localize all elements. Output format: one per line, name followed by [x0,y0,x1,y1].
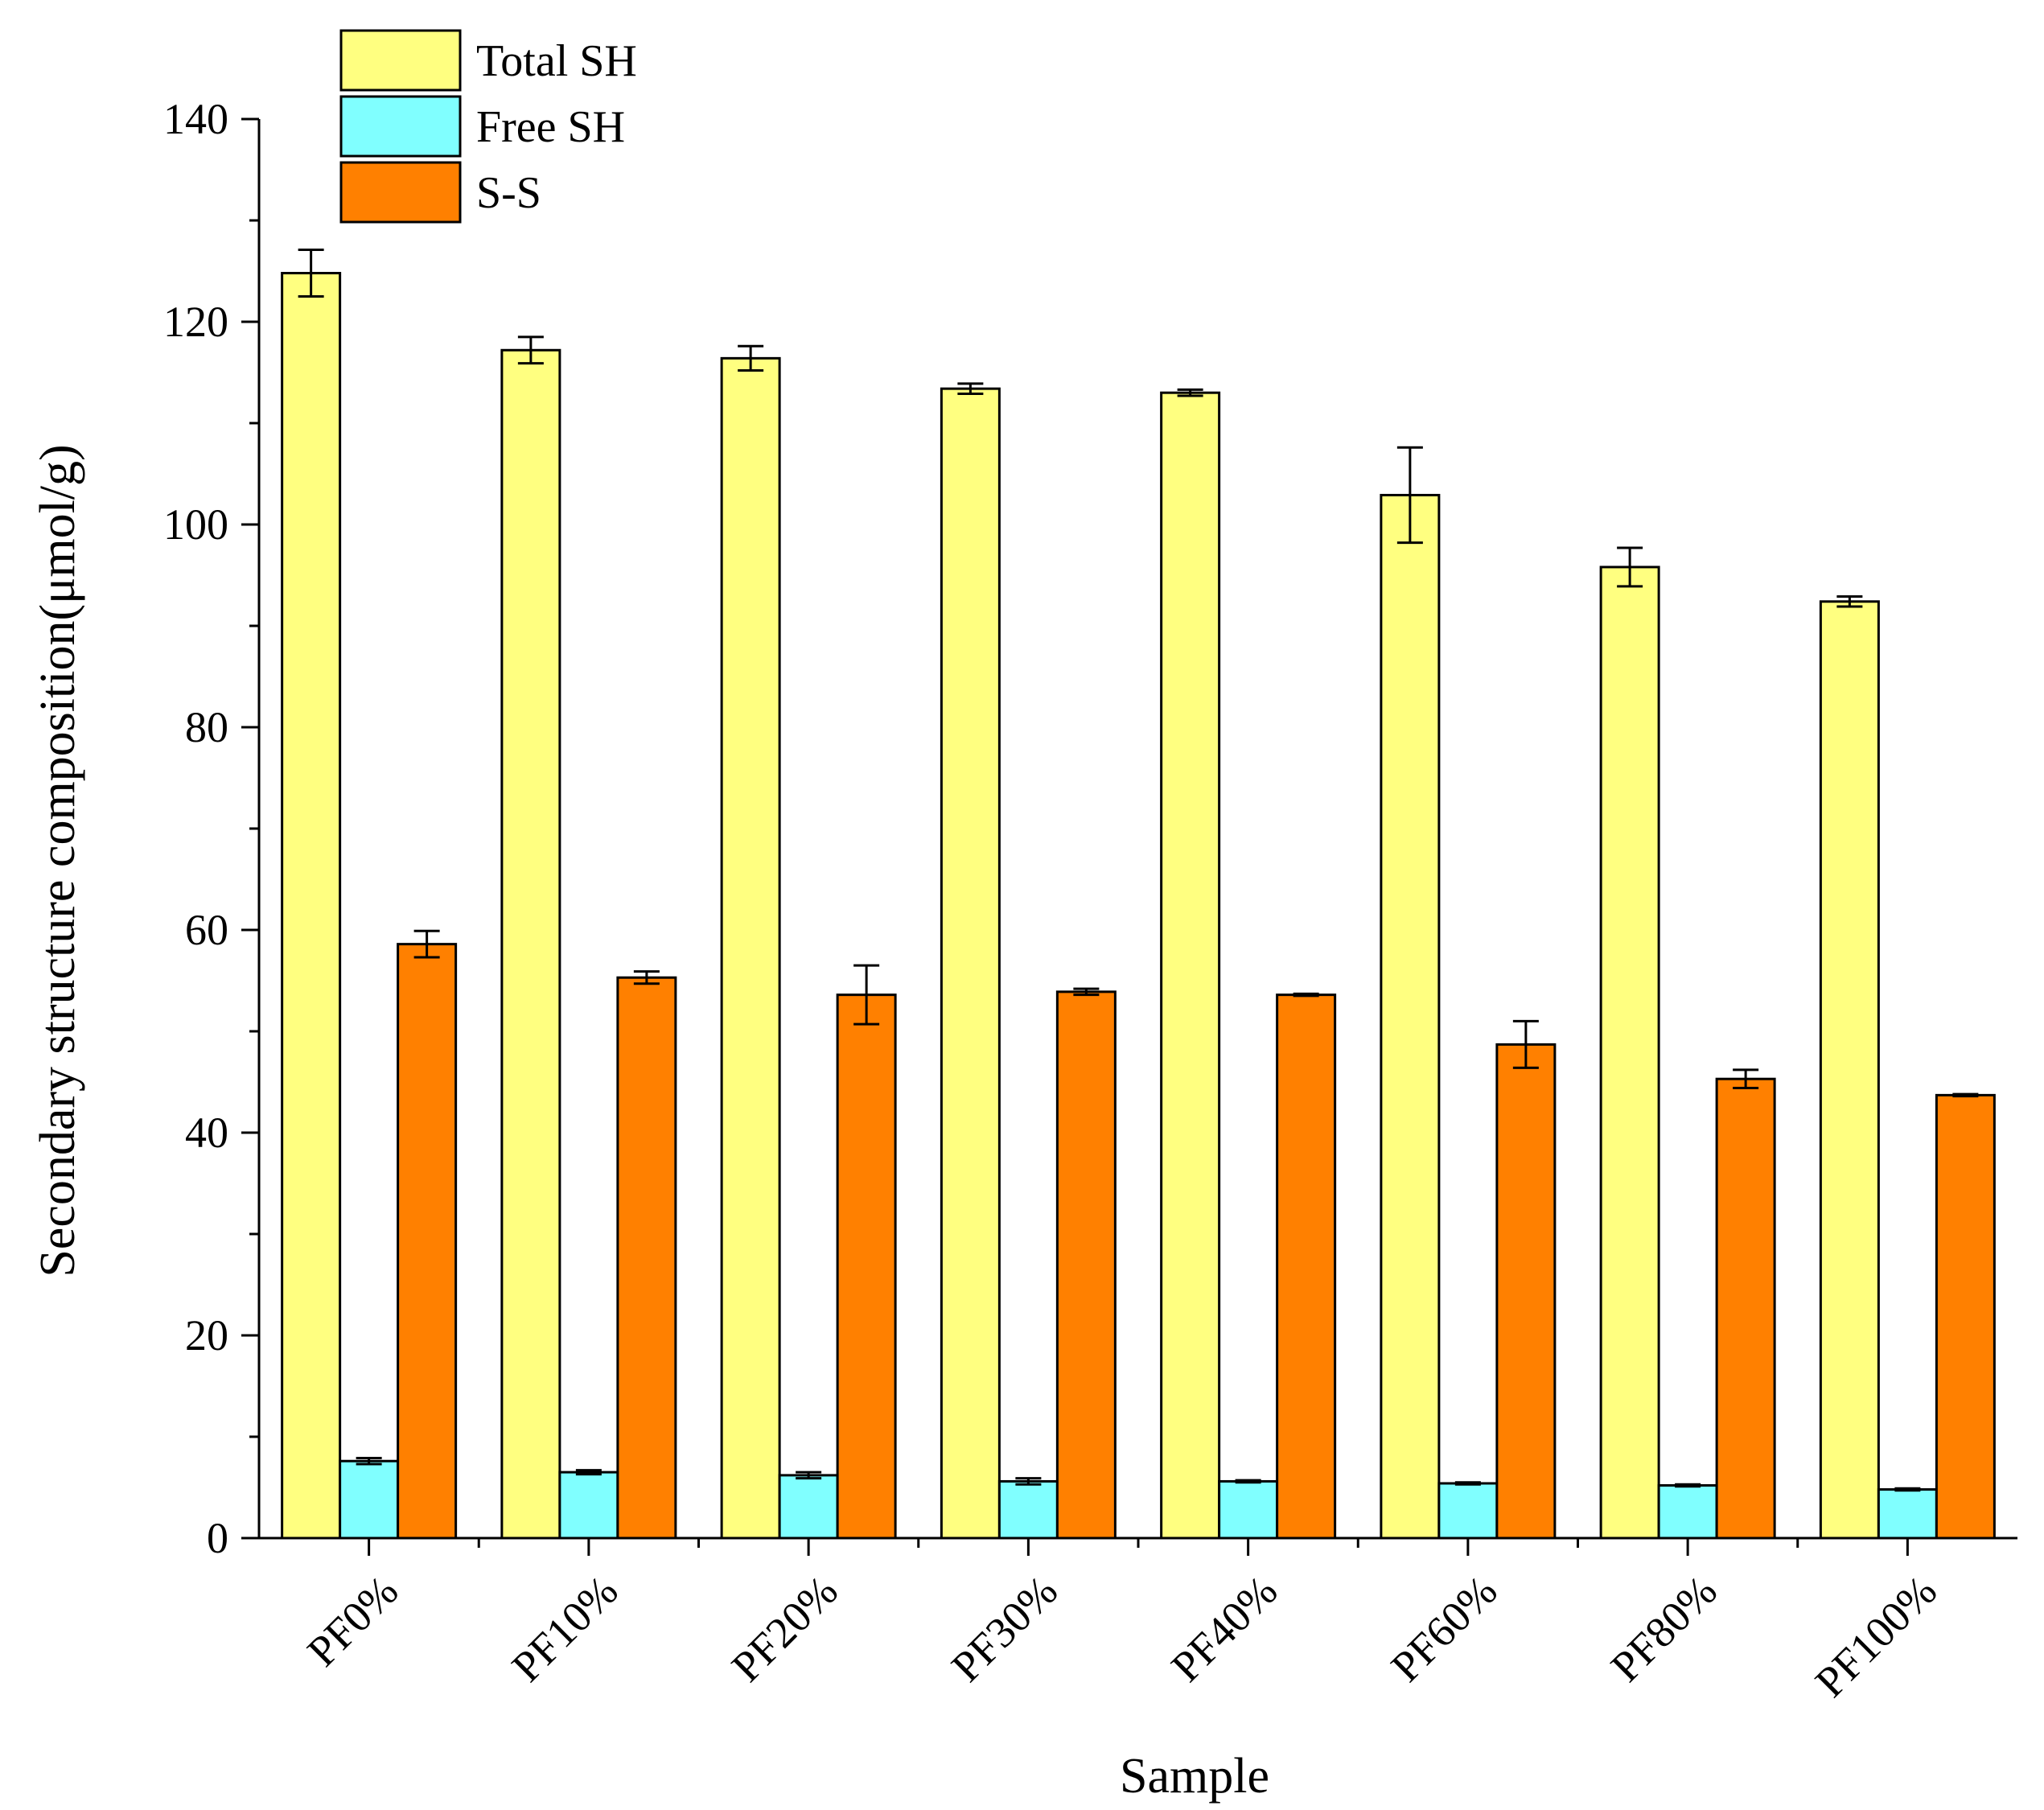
bars-group [281,272,1996,1540]
error-bar [1512,1019,1539,1069]
error-bar [1293,992,1319,998]
y-tick-label: 140 [163,95,228,143]
x-axis-title: Sample [1120,1749,1269,1804]
legend-swatch [339,95,462,158]
bar-s-s-pf0 [397,943,458,1540]
bar-free-sh-pf100 [1877,1488,1938,1540]
x-tick-label: PF80% [1602,1566,1726,1691]
error-bar [738,344,764,372]
error-bar [298,249,324,298]
x-tick-label: PF0% [298,1566,407,1676]
y-tick-label: 40 [185,1109,228,1157]
bar-free-sh-pf0 [339,1459,400,1540]
legend-item: Total SH [339,29,637,92]
error-bar [1073,987,1100,997]
x-tick-label: PF20% [722,1566,847,1691]
bar-total-sh-pf80 [1599,566,1660,1540]
bar-free-sh-pf80 [1657,1483,1718,1540]
error-bar [1396,446,1423,545]
legend-label: Total SH [476,36,637,86]
y-tick-label: 100 [163,500,228,549]
error-bar [1015,1477,1042,1486]
bar-free-sh-pf30 [997,1479,1059,1540]
error-bar [1836,594,1863,608]
error-bar [413,929,440,959]
bar-total-sh-pf100 [1819,600,1880,1540]
legend-swatch [339,161,462,224]
bar-total-sh-pf30 [940,387,1001,1540]
x-tick-label: PF10% [503,1566,627,1691]
bar-s-s-pf60 [1495,1043,1557,1540]
error-bar [1235,1479,1261,1484]
legend-label: Free SH [476,102,625,152]
error-bar [1952,1092,1979,1098]
bar-total-sh-pf20 [720,356,781,1540]
legend: Total SH Free SH S-S [339,29,637,224]
error-bar [1675,1483,1701,1488]
legend-item: Free SH [339,95,625,158]
x-tick-label: PF30% [942,1566,1067,1691]
bar-free-sh-pf60 [1437,1482,1499,1540]
bar-s-s-pf40 [1276,993,1337,1540]
bar-total-sh-pf40 [1160,391,1221,1540]
error-bar [633,970,660,985]
legend-swatch [339,29,462,92]
error-bar [1733,1068,1759,1090]
legend-item: S-S [339,161,541,224]
y-tick-label: 60 [185,906,228,954]
y-tick-label: 0 [207,1514,228,1562]
bar-s-s-pf80 [1715,1077,1776,1540]
bar-s-s-pf20 [836,993,897,1540]
bar-free-sh-pf40 [1218,1479,1279,1540]
y-tick-label: 120 [163,298,228,346]
error-bar [1617,546,1643,588]
error-bar [1894,1487,1921,1492]
error-bar [853,964,880,1026]
y-tick-label: 80 [185,703,228,751]
bar-s-s-pf100 [1935,1093,1996,1540]
bar-s-s-pf10 [616,976,677,1540]
error-bar [356,1456,382,1466]
x-tick-label: PF100% [1806,1566,1946,1706]
bar-total-sh-pf0 [281,272,342,1540]
error-bar [1177,388,1203,397]
x-ticks-group: PF0% PF10% PF20% PF30% PF40% PF60% PF80% PF100% [298,1538,1946,1706]
error-bar [796,1471,822,1480]
bar-free-sh-pf20 [778,1474,839,1540]
legend-label: S-S [476,168,541,218]
error-bars-group [298,249,1979,1492]
x-tick-label: PF40% [1162,1566,1286,1691]
y-ticks-group: 0 20 40 60 80 100 120 140 [163,95,259,1562]
error-bar [957,382,984,395]
bar-free-sh-pf10 [558,1471,619,1540]
y-axis-title: Secondary structure composition(μmol/g) [31,444,85,1277]
x-tick-label: PF60% [1382,1566,1507,1691]
bar-s-s-pf30 [1055,990,1117,1540]
error-bar [517,335,544,365]
y-tick-label: 20 [185,1311,228,1360]
bar-total-sh-pf60 [1380,493,1441,1540]
error-bar [575,1469,602,1476]
error-bar [1454,1481,1481,1486]
bar-total-sh-pf10 [500,348,561,1540]
